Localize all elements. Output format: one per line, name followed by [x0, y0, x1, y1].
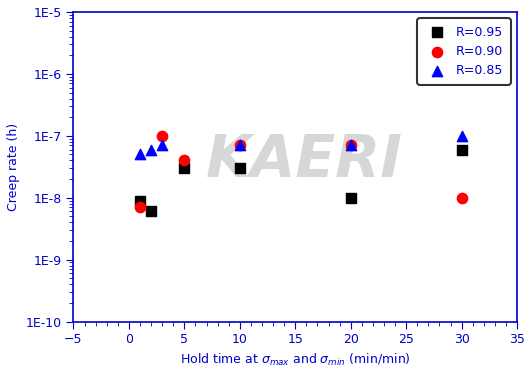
- R=0.90: [158, 133, 167, 139]
- R=0.85: [458, 133, 466, 139]
- R=0.85: [236, 142, 244, 148]
- Y-axis label: Creep rate (h): Creep rate (h): [7, 123, 20, 211]
- R=0.90: [180, 158, 189, 164]
- R=0.95: [180, 165, 189, 171]
- R=0.90: [458, 195, 466, 201]
- R=0.95: [147, 209, 155, 214]
- R=0.95: [236, 165, 244, 171]
- R=0.85: [158, 142, 167, 148]
- R=0.95: [346, 195, 355, 201]
- R=0.95: [458, 147, 466, 153]
- R=0.85: [346, 142, 355, 148]
- Legend: R=0.95, R=0.90, R=0.85: R=0.95, R=0.90, R=0.85: [417, 18, 511, 85]
- R=0.85: [136, 152, 144, 157]
- Text: KAERI: KAERI: [206, 132, 403, 189]
- R=0.85: [147, 147, 155, 153]
- R=0.90: [346, 142, 355, 148]
- R=0.90: [236, 142, 244, 148]
- R=0.95: [136, 198, 144, 204]
- X-axis label: Hold time at $\sigma_{max}$ and $\sigma_{min}$ (min/min): Hold time at $\sigma_{max}$ and $\sigma_…: [180, 352, 411, 368]
- R=0.90: [136, 204, 144, 210]
